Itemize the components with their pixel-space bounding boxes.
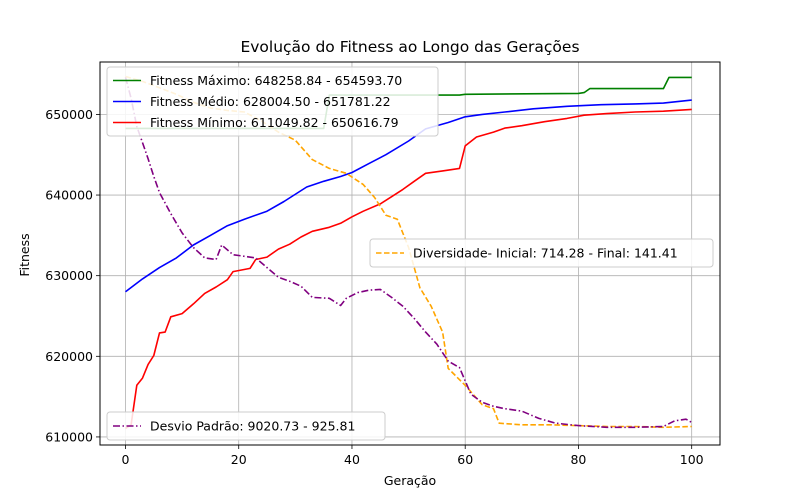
legend-label: Fitness Mínimo: 611049.82 - 650616.79 — [150, 115, 399, 130]
y-tick-label: 620000 — [45, 349, 93, 364]
series-line-4 — [124, 77, 693, 429]
plot-frame — [99, 61, 721, 446]
legend-box — [106, 411, 386, 441]
y-axis-label: Fitness — [17, 233, 32, 276]
y-tick-label: 650000 — [45, 107, 93, 122]
y-tick-label: 640000 — [45, 188, 93, 203]
x-tick-label: 100 — [680, 452, 704, 467]
x-tick-label: 60 — [457, 452, 473, 467]
legend-lower-left: Desvio Padrão: 9020.73 - 925.81 — [106, 411, 386, 441]
legend-label: Diversidade- Inicial: 714.28 - Final: 14… — [413, 246, 678, 261]
legend-label: Fitness Médio: 628004.50 - 651781.22 — [150, 94, 391, 109]
y-tick-label: 610000 — [45, 429, 93, 444]
legends: Fitness Máximo: 648258.84 - 654593.70 Fit… — [106, 66, 714, 441]
x-axis-label: Geração — [384, 473, 436, 488]
ticks: 0 20 40 60 80 100 610000 620000 630000 640000 6500… — [45, 107, 703, 467]
x-tick-label: 80 — [570, 452, 586, 467]
legend-label: Fitness Máximo: 648258.84 - 654593.70 — [150, 73, 402, 88]
x-tick-label: 0 — [122, 452, 130, 467]
legend-box — [369, 238, 714, 268]
legend-box — [106, 66, 439, 137]
legend-label: Desvio Padrão: 9020.73 - 925.81 — [150, 419, 355, 434]
chart-title: Evolução do Fitness ao Longo das Geraçõe… — [240, 38, 579, 56]
series-line-1 — [125, 99, 692, 293]
y-tick-label: 630000 — [45, 268, 93, 283]
x-tick-label: 40 — [344, 452, 360, 467]
legend-center-right: Diversidade- Inicial: 714.28 - Final: 14… — [369, 238, 714, 268]
x-tick-label: 20 — [231, 452, 247, 467]
legend-upper-left: Fitness Máximo: 648258.84 - 654593.70 Fit… — [106, 66, 439, 137]
series-line-2 — [125, 108, 692, 430]
